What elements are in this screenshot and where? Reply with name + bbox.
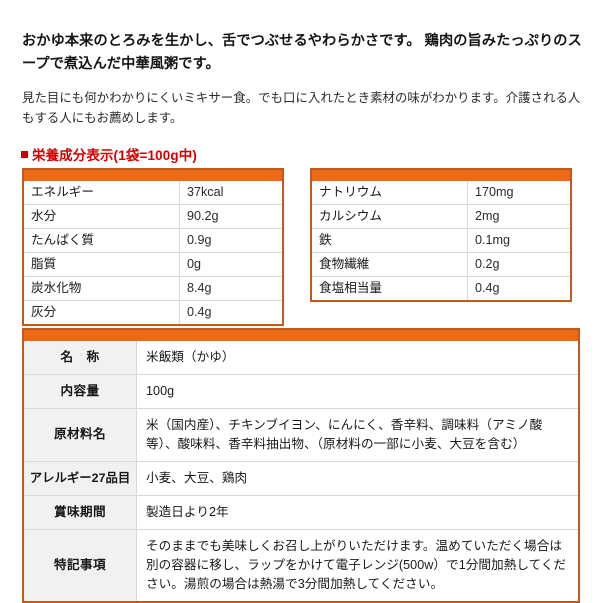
red-square-bullet-icon: [21, 150, 28, 158]
nutrient-label: 食物繊維: [312, 252, 468, 277]
table-header-bar: [24, 170, 282, 181]
product-headline: おかゆ本来のとろみを生かし、舌でつぶせるやわらかさです。 鶏肉の旨みたっぷりのス…: [22, 33, 582, 72]
detail-value: 米（国内産）、チキンブイヨン、にんにく、香辛料、調味料（アミノ酸等）、酸味料、香…: [136, 407, 578, 462]
detail-label: アレルギー27品目: [24, 461, 137, 496]
table-row: 鉄 0.1mg: [312, 228, 570, 253]
nutrient-value: 0g: [179, 252, 282, 277]
detail-value: そのままでも美味しくお召し上がりいただけます。温めていただく場合は別の容器に移し…: [136, 528, 578, 602]
table-row: ナトリウム 170mg: [312, 181, 570, 205]
table-row: 名 称 米飯類（かゆ）: [24, 341, 578, 375]
product-detail-table: 名 称 米飯類（かゆ） 内容量 100g 原材料名 米（国内産）、チキンブイヨン…: [22, 328, 580, 603]
nutrient-label: 鉄: [312, 228, 468, 253]
table-row: エネルギー 37kcal: [24, 181, 282, 205]
table-row: カルシウム 2mg: [312, 204, 570, 229]
detail-label: 賞味期間: [24, 494, 137, 530]
nutrition-section-heading: 栄養成分表示(1袋=100g中): [21, 144, 197, 164]
table-row: 食物繊維 0.2g: [312, 252, 570, 277]
table-row: アレルギー27品目 小麦、大豆、鶏肉: [24, 461, 578, 496]
table-header-bar: [312, 170, 570, 181]
product-lead-text: 見た目にも何かわかりにくいミキサー食。でも口に入れたとき素材の味がわかります。介…: [22, 91, 581, 126]
table-row: 水分 90.2g: [24, 204, 282, 229]
nutrient-value: 0.9g: [179, 228, 282, 253]
table-row: 特記事項 そのままでも美味しくお召し上がりいただけます。温めていただく場合は別の…: [24, 528, 578, 602]
nutrient-value: 0.4g: [467, 276, 570, 300]
nutrition-table-left: エネルギー 37kcal 水分 90.2g たんぱく質 0.9g 脂質 0g 炭…: [22, 168, 284, 326]
detail-label: 原材料名: [24, 407, 137, 462]
intro-section: おかゆ本来のとろみを生かし、舌でつぶせるやわらかさです。 鶏肉の旨みたっぷりのス…: [22, 30, 582, 128]
table-row: 炭水化物 8.4g: [24, 276, 282, 301]
nutrition-right-grid: ナトリウム 170mg カルシウム 2mg 鉄 0.1mg 食物繊維 0.2g …: [312, 181, 570, 300]
nutrient-value: 37kcal: [187, 185, 224, 199]
table-row: 賞味期間 製造日より2年: [24, 494, 578, 530]
product-detail-grid: 名 称 米飯類（かゆ） 内容量 100g 原材料名 米（国内産）、チキンブイヨン…: [24, 341, 578, 602]
detail-label: 内容量: [24, 373, 137, 409]
nutrient-label: 灰分: [24, 300, 180, 324]
nutrition-table-right: ナトリウム 170mg カルシウム 2mg 鉄 0.1mg 食物繊維 0.2g …: [310, 168, 572, 302]
detail-value: 米飯類（かゆ）: [146, 350, 235, 364]
table-row: 食塩相当量 0.4g: [312, 276, 570, 300]
nutrient-value: 0.1mg: [467, 228, 570, 253]
nutrient-value: 0.4g: [179, 300, 282, 324]
nutrition-left-grid: エネルギー 37kcal 水分 90.2g たんぱく質 0.9g 脂質 0g 炭…: [24, 181, 282, 324]
nutrient-value: 90.2g: [179, 204, 282, 229]
table-row: 原材料名 米（国内産）、チキンブイヨン、にんにく、香辛料、調味料（アミノ酸等）、…: [24, 407, 578, 462]
detail-value: 小麦、大豆、鶏肉: [136, 461, 578, 496]
nutrient-label: たんぱく質: [24, 228, 180, 253]
nutrient-value: 8.4g: [179, 276, 282, 301]
detail-label: 特記事項: [24, 528, 137, 602]
nutrient-label: 食塩相当量: [312, 276, 468, 300]
nutrient-value: 170mg: [475, 185, 514, 199]
detail-label: 名 称: [24, 341, 137, 375]
nutrient-value: 0.2g: [467, 252, 570, 277]
table-header-bar: [24, 330, 578, 341]
nutrient-label: 水分: [24, 204, 180, 229]
nutrient-label: ナトリウム: [312, 181, 468, 205]
table-row: 灰分 0.4g: [24, 300, 282, 324]
nutrition-heading-label: 栄養成分表示(1袋=100g中): [32, 148, 198, 163]
nutrient-label: 脂質: [24, 252, 180, 277]
detail-value: 100g: [136, 373, 578, 409]
nutrient-label: エネルギー: [24, 181, 180, 205]
nutrient-label: 炭水化物: [24, 276, 180, 301]
nutrient-label: カルシウム: [312, 204, 468, 229]
nutrient-value: 2mg: [467, 204, 570, 229]
table-row: 内容量 100g: [24, 373, 578, 409]
detail-value: 製造日より2年: [136, 494, 578, 530]
table-row: 脂質 0g: [24, 252, 282, 277]
table-row: たんぱく質 0.9g: [24, 228, 282, 253]
